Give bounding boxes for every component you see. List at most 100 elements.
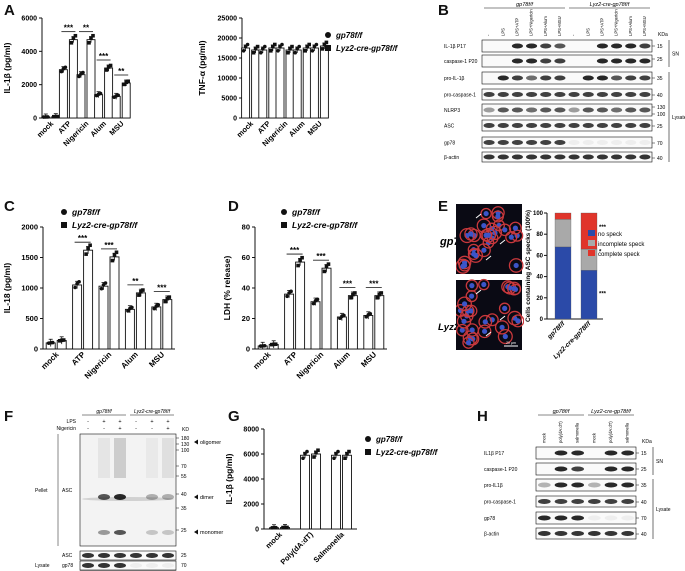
lps-sign: + <box>102 419 105 425</box>
data-point <box>245 42 250 47</box>
y-tick-label: 40 <box>242 284 250 293</box>
nig-sign: - <box>103 426 105 432</box>
blot-band <box>526 75 538 81</box>
blot-band <box>554 43 566 49</box>
blot-band <box>554 154 566 160</box>
smear <box>114 438 126 478</box>
marker-label: 25 <box>657 124 663 130</box>
blot-band <box>497 123 509 128</box>
blot-band <box>596 154 608 160</box>
cell-membrane <box>465 323 479 337</box>
panel-letter-a: A <box>4 2 15 19</box>
nig-sign: - <box>135 426 137 432</box>
data-point <box>274 525 278 530</box>
marker-label: 35 <box>181 506 187 512</box>
blot-row-label: NLRP3 <box>444 108 460 114</box>
blot-band <box>554 140 566 145</box>
blot-row-label: pro-IL-1β <box>444 76 465 82</box>
microscopy-images: 20 μm <box>456 204 524 350</box>
lps-label: LPS <box>67 419 77 425</box>
legend-c-wt-marker <box>61 209 67 215</box>
legend-d-ko: Lyz2-cre-gp78f/f <box>292 220 358 230</box>
blot-band <box>596 123 608 128</box>
blot-band <box>130 553 142 558</box>
data-point <box>110 258 115 263</box>
blot-band <box>540 154 552 160</box>
lps-sign: - <box>135 419 137 425</box>
stacked-bar-segment <box>554 246 572 320</box>
marker-label: 100 <box>181 448 190 454</box>
data-point <box>286 50 290 55</box>
legend-e-complete-swatch <box>588 250 595 256</box>
legend-c: gp78f/f Lyz2-cre-gp78f/f <box>61 207 138 230</box>
data-point <box>298 258 302 263</box>
bar <box>347 295 358 350</box>
blot-band <box>497 107 509 113</box>
blot-band <box>621 482 634 488</box>
legend-d-wt-marker <box>281 209 287 215</box>
lane-label: LPS+MSU <box>642 16 647 36</box>
chart-il1b-g: 0 2000 4000 6000 8000 IL-1β (pg/ml) mockPoly(d… <box>224 427 357 566</box>
lane-label: LPS <box>585 28 590 36</box>
blot-band <box>554 107 566 113</box>
data-point <box>336 449 340 454</box>
y-tick-label: 60 <box>242 253 250 262</box>
blot-band <box>611 123 623 128</box>
blot-band <box>625 140 637 145</box>
blot-band <box>554 466 568 472</box>
data-point <box>253 46 258 51</box>
blot-band <box>511 58 523 64</box>
category-label: Nigericin <box>83 350 114 381</box>
y-tick-label: 1500 <box>21 253 38 262</box>
blot-band <box>625 43 637 49</box>
chart-il18: 0 500 1000 1500 2000 IL-18 (pg/ml) mock ATP *** N… <box>2 223 175 381</box>
blot-band <box>639 154 651 160</box>
blot-band <box>554 92 566 97</box>
data-point <box>305 44 309 49</box>
blot-band <box>114 553 126 558</box>
sig-label: *** <box>316 252 326 261</box>
data-point <box>290 44 294 49</box>
cell-nucleus <box>483 210 489 217</box>
chart-ldh: 0 20 40 60 80 LDH (% release) mock ATP *** Nigeri… <box>222 223 387 381</box>
blot-band <box>540 43 552 49</box>
marker-label: 15 <box>641 451 647 457</box>
blot-band <box>114 563 126 568</box>
arrow-label: dimer <box>200 495 214 501</box>
data-point <box>112 253 117 257</box>
data-point <box>263 44 267 49</box>
cell-nucleus <box>495 213 501 220</box>
blot-band <box>511 92 523 97</box>
legend-c-ko: Lyz2-cre-gp78f/f <box>72 220 138 230</box>
western-blot-b: gp78f/f Lyz2-cre-gp78f/f - LPS LPS+ATP LPS+Ni… <box>444 2 685 163</box>
nig-sign: + <box>118 426 121 432</box>
arrow-label: oligomer <box>200 440 221 446</box>
blot-band <box>554 58 566 64</box>
marker-label: 40 <box>181 492 187 498</box>
cell-nucleus <box>469 293 475 299</box>
data-point <box>255 44 260 49</box>
y-tick-label: 5000 <box>221 96 237 103</box>
blot-band <box>611 75 623 81</box>
cell-nucleus <box>512 225 519 231</box>
blot-band <box>571 450 584 456</box>
cell-nucleus <box>511 285 517 292</box>
blot-band <box>511 140 523 145</box>
lane-label: - <box>486 34 491 36</box>
blot-band <box>611 58 623 64</box>
blot-band <box>526 43 538 49</box>
data-point <box>280 42 284 47</box>
data-point <box>312 455 316 459</box>
bar <box>104 67 114 119</box>
marker-label: 70 <box>641 516 647 522</box>
blot-band <box>114 530 126 535</box>
blot-band <box>611 92 623 97</box>
category-label: Alum <box>88 119 108 139</box>
blot-band <box>611 140 623 145</box>
lane-label: mock <box>541 432 546 443</box>
data-point <box>324 264 329 269</box>
sig-label: ** <box>118 67 125 76</box>
data-point <box>310 49 315 53</box>
lane-label: - <box>571 34 576 36</box>
bar <box>336 316 347 350</box>
